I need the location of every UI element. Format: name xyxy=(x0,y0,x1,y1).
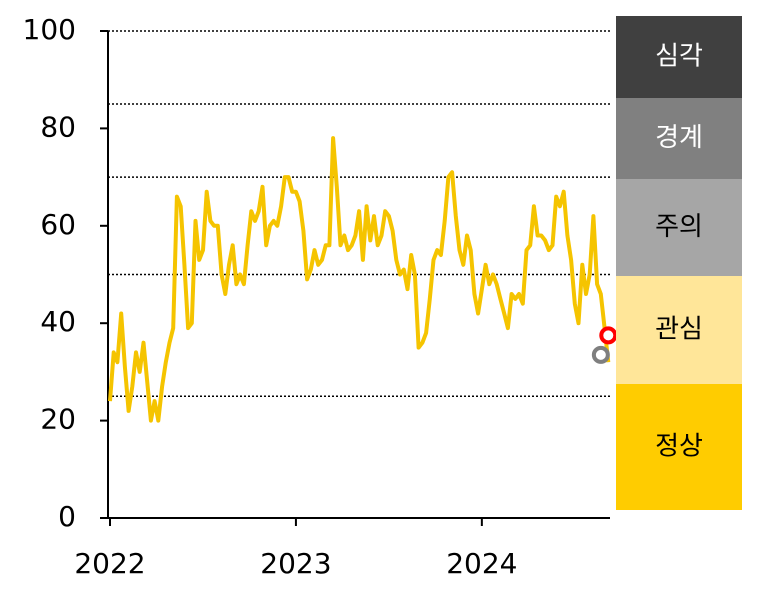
legend-band-label: 관심 xyxy=(655,315,703,345)
legend-band xyxy=(616,16,742,98)
point-marker xyxy=(599,326,618,345)
legend-band xyxy=(616,384,742,510)
legend-band-label: 경계 xyxy=(655,123,703,153)
legend-band xyxy=(616,98,742,179)
legend-band xyxy=(616,276,742,384)
legend-band-label: 심각 xyxy=(655,42,703,72)
y-tick-label: 0 xyxy=(58,500,76,533)
x-tick-label: 2023 xyxy=(260,547,331,580)
legend-band-label: 정상 xyxy=(655,432,703,462)
legend-band-label: 주의 xyxy=(655,212,703,242)
series-line xyxy=(108,136,611,423)
y-tick-label: 20 xyxy=(40,403,76,436)
y-tick-label: 40 xyxy=(40,305,76,338)
y-tick-label: 100 xyxy=(23,13,76,46)
x-tick-label: 2022 xyxy=(74,547,145,580)
point-marker xyxy=(591,345,610,364)
y-tick-label: 80 xyxy=(40,110,76,143)
x-tick-label: 2024 xyxy=(446,547,517,580)
y-tick-label: 60 xyxy=(40,208,76,241)
legend-band xyxy=(616,179,742,276)
